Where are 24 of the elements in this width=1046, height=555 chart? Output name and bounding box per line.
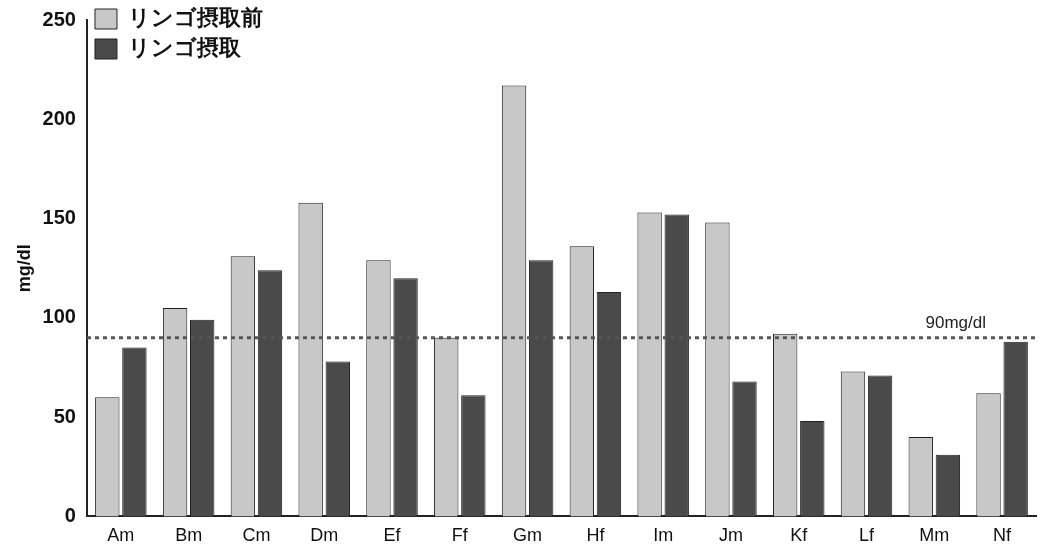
x-tick-label: Jm	[718, 525, 743, 546]
x-tick-label: Im	[653, 525, 674, 546]
y-tick-label: 0	[64, 503, 76, 526]
legend-label: リンゴ摂取	[127, 35, 242, 61]
x-tick-label: Ef	[383, 525, 402, 546]
x-tick-label: Cm	[242, 525, 271, 546]
x-tick-label: Gm	[513, 525, 543, 546]
y-tick-label: 250	[42, 7, 76, 30]
x-tick-label: Dm	[310, 525, 339, 546]
y-tick-label: 200	[42, 106, 76, 129]
x-tick-label: Kf	[790, 525, 809, 546]
y-tick-label: 100	[42, 305, 76, 328]
x-tick-label: Bm	[175, 525, 203, 546]
x-tick-label: Nf	[993, 525, 1013, 546]
x-tick-label: Mm	[919, 525, 950, 546]
x-tick-label: Hf	[586, 525, 606, 546]
x-tick-label: Lf	[859, 525, 876, 546]
y-axis-title: mg/dl	[13, 244, 34, 293]
x-tick-label: Am	[107, 525, 135, 546]
legend-label: リンゴ摂取前	[127, 5, 263, 31]
ref-line-label: 90mg/dl	[925, 312, 986, 332]
x-tick-label: Ff	[451, 525, 469, 546]
y-tick-label: 150	[42, 206, 76, 229]
y-tick-label: 50	[53, 404, 76, 427]
